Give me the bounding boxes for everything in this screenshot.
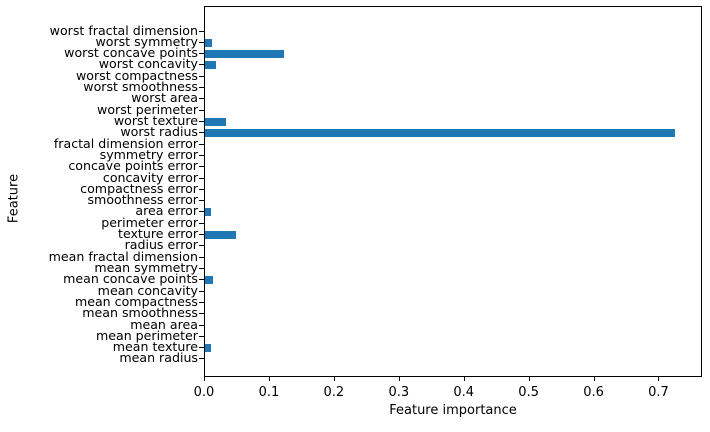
y-tick-label: worst area	[131, 90, 198, 106]
x-tick-label: 0.3	[388, 385, 410, 400]
plot-area	[204, 6, 702, 377]
y-tick	[199, 234, 204, 235]
y-tick	[199, 325, 204, 326]
y-tick-label: mean area	[130, 316, 198, 332]
x-tick	[269, 377, 270, 381]
y-tick	[199, 31, 204, 32]
y-tick-label: worst texture	[113, 112, 198, 128]
y-tick	[199, 76, 204, 77]
x-tick	[334, 377, 335, 381]
y-tick	[199, 155, 204, 156]
x-tick-label: 0.7	[648, 385, 669, 400]
y-tick	[199, 302, 204, 303]
x-tick-label: 0.4	[453, 385, 475, 400]
y-tick-label: mean concavity	[97, 282, 198, 298]
x-tick	[464, 377, 465, 381]
bar	[205, 344, 212, 353]
y-tick	[199, 358, 204, 359]
y-tick	[199, 336, 204, 337]
y-tick	[199, 121, 204, 122]
y-tick-label: texture error	[118, 226, 198, 242]
y-tick	[199, 64, 204, 65]
y-tick-label: mean fractal dimension	[48, 248, 198, 264]
y-tick-label: mean radius	[119, 350, 198, 366]
y-tick	[199, 132, 204, 133]
x-tick-label: 0.1	[258, 385, 280, 400]
y-tick-label: mean texture	[112, 339, 198, 355]
x-tick-label: 0.5	[518, 385, 539, 400]
y-tick	[199, 291, 204, 292]
x-tick	[594, 377, 595, 381]
y-tick-label: mean compactness	[74, 293, 198, 309]
y-tick-label: symmetry error	[99, 146, 198, 162]
x-tick	[658, 377, 659, 381]
bar	[205, 38, 213, 47]
bar	[205, 61, 216, 70]
y-tick	[199, 313, 204, 314]
y-tick-label: compactness error	[80, 180, 198, 196]
y-tick-label: smoothness error	[87, 192, 198, 208]
bar	[205, 129, 676, 138]
x-tick	[204, 377, 205, 381]
y-tick	[199, 200, 204, 201]
y-tick	[199, 257, 204, 258]
y-tick	[199, 268, 204, 269]
x-axis-label: Feature importance	[389, 403, 517, 418]
bar	[205, 117, 226, 126]
bar	[205, 231, 237, 240]
y-tick	[199, 166, 204, 167]
y-tick-label: mean concave points	[63, 271, 198, 287]
x-tick	[399, 377, 400, 381]
y-tick-label: perimeter error	[101, 214, 198, 230]
y-tick	[199, 189, 204, 190]
y-tick	[199, 211, 204, 212]
y-tick	[199, 87, 204, 88]
y-tick	[199, 223, 204, 224]
bar	[205, 208, 212, 217]
y-tick-label: worst concavity	[98, 56, 198, 72]
y-tick-label: worst perimeter	[97, 101, 198, 117]
y-tick	[199, 144, 204, 145]
bar	[205, 50, 284, 59]
y-tick-label: worst compactness	[75, 67, 198, 83]
y-tick-label: concavity error	[102, 169, 198, 185]
y-tick	[199, 245, 204, 246]
y-tick-label: radius error	[124, 237, 198, 253]
x-tick-label: 0.0	[193, 385, 215, 400]
y-tick	[199, 178, 204, 179]
y-tick-label: fractal dimension error	[53, 135, 198, 151]
y-tick-label: worst radius	[120, 124, 198, 140]
x-tick-label: 0.2	[323, 385, 345, 400]
y-tick-label: worst smoothness	[83, 79, 198, 95]
y-tick	[199, 347, 204, 348]
y-tick	[199, 53, 204, 54]
y-tick	[199, 98, 204, 99]
y-tick-label: mean smoothness	[82, 305, 198, 321]
y-tick-label: concave points error	[68, 158, 198, 174]
y-tick-label: mean symmetry	[94, 260, 198, 275]
y-tick-label: area error	[135, 203, 198, 219]
y-tick	[199, 110, 204, 111]
y-tick-label: worst concave points	[64, 45, 198, 61]
y-tick-label: worst fractal dimension	[49, 22, 198, 38]
y-tick-label: worst symmetry	[95, 33, 198, 49]
y-tick	[199, 279, 204, 280]
y-tick	[199, 42, 204, 43]
x-tick	[529, 377, 530, 381]
y-tick-label: mean perimeter	[95, 327, 198, 343]
bar	[205, 276, 213, 285]
x-tick-label: 0.6	[583, 385, 604, 400]
